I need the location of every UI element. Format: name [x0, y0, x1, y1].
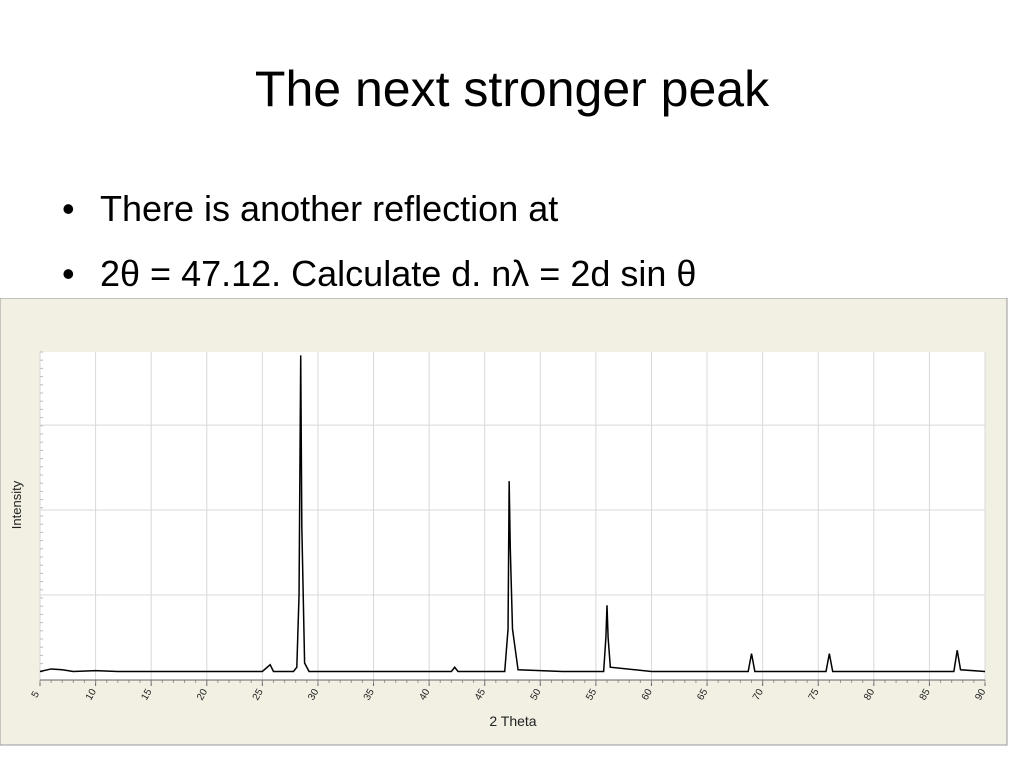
x-tick-label: 35	[362, 687, 377, 703]
x-tick-label: 25	[251, 687, 266, 703]
x-tick-label: 50	[529, 687, 544, 703]
x-tick-label: 10	[84, 687, 99, 703]
y-axis-label: Intensity	[9, 480, 24, 529]
data-line	[39, 355, 986, 673]
x-tick-label: 5	[30, 689, 43, 700]
x-axis-label: 2 Theta	[489, 713, 536, 729]
x-tick-label: 20	[195, 687, 210, 703]
x-tick-label: 60	[640, 687, 655, 703]
bullet: There is another reflection at	[62, 188, 696, 253]
x-tick-label: 80	[862, 687, 877, 703]
x-tick-label: 45	[473, 687, 488, 703]
x-tick-label: 85	[918, 687, 933, 703]
bullet-list: There is another reflection at 2θ = 47.1…	[62, 188, 696, 318]
bullet: 2θ = 47.12. Calculate d. nλ = 2d sin θ	[62, 253, 696, 318]
x-tick-label: 55	[584, 687, 599, 703]
x-tick-label: 30	[306, 687, 321, 703]
x-tick-label: 75	[807, 687, 822, 703]
chart: 2 Theta Intensity 5 10 15 20 25 30 35 40 45 50 55 6…	[0, 298, 1008, 746]
slide-title: The next stronger peak	[254, 61, 770, 117]
x-tick-label: 40	[417, 687, 432, 703]
x-tick-label: 70	[751, 687, 766, 703]
x-tick-label: 15	[139, 687, 154, 703]
x-tick-label: 65	[695, 687, 710, 703]
x-tick-label: 90	[973, 687, 988, 703]
